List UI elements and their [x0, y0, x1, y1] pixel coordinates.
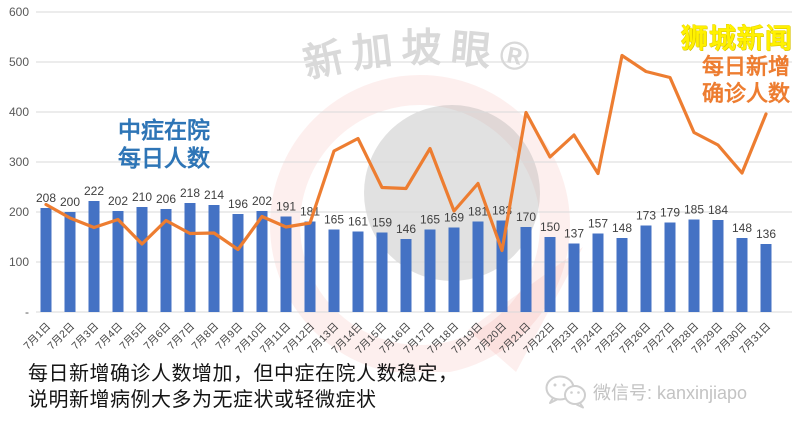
- wechat-credit: 微信号: kanxinjiapo: [543, 374, 747, 410]
- wechat-handle: 微信号: kanxinjiapo: [593, 383, 748, 403]
- bar-value-label: 161: [348, 215, 368, 229]
- bar: [208, 205, 220, 312]
- y-tick-label: 200: [9, 205, 29, 219]
- bar-series-label-line2: 每日人数: [118, 145, 210, 172]
- bar-value-label: 200: [60, 195, 80, 209]
- bar: [328, 229, 340, 312]
- bar-value-label: 170: [516, 210, 536, 224]
- caption: 每日新增确诊人数增加，但中症在院人数稳定， 说明新增病例大多为无症状或轻微症状: [28, 361, 459, 413]
- bar: [568, 243, 580, 312]
- bar: [616, 238, 628, 312]
- y-tick-label: -: [25, 305, 29, 319]
- bar-value-label: 181: [300, 205, 320, 219]
- bar-series-label: 中症在院 每日人数: [104, 116, 224, 172]
- line-series-label-line2: 确诊人数: [701, 80, 790, 106]
- bar-value-label: 202: [108, 194, 128, 208]
- bar-value-label: 179: [660, 206, 680, 220]
- bar-value-label: 191: [276, 200, 296, 214]
- bar: [112, 211, 124, 312]
- y-tick-label: 600: [9, 5, 29, 19]
- y-tick-label: 400: [9, 105, 29, 119]
- y-axis-labels: - 100 200 300 400 500 600: [9, 5, 29, 319]
- bar-value-label: 202: [252, 194, 272, 208]
- bar-value-label: 218: [180, 186, 200, 200]
- bar-value-label: 185: [684, 203, 704, 217]
- watermark-logo: 新加坡眼®: [270, 26, 583, 372]
- bar: [640, 225, 652, 312]
- y-tick-label: 500: [9, 55, 29, 69]
- bar: [760, 244, 772, 312]
- bar-value-label: 173: [636, 209, 656, 223]
- bar: [736, 238, 748, 312]
- bar-value-label: 222: [84, 184, 104, 198]
- line-series-label: 每日新增 确诊人数: [694, 54, 798, 108]
- bar-value-label: 196: [228, 197, 248, 211]
- bar-value-label: 165: [324, 213, 344, 227]
- bar: [496, 220, 508, 312]
- cases-line: [44, 53, 768, 253]
- line-series-label-line1: 每日新增: [701, 54, 790, 79]
- bar-value-label: 148: [612, 221, 632, 235]
- bar-value-label: 157: [588, 217, 608, 231]
- bar-series-label-line1: 中症在院: [118, 117, 210, 143]
- bar: [520, 227, 532, 312]
- bar: [256, 211, 268, 312]
- bar-value-label: 165: [420, 213, 440, 227]
- y-tick-label: 300: [9, 155, 29, 169]
- bar-value-label: 184: [708, 203, 728, 217]
- caption-line2: 说明新增病例大多为无症状或轻微症状: [28, 389, 377, 411]
- bar-value-label: 159: [372, 216, 392, 230]
- caption-line1: 每日新增确诊人数增加，但中症在院人数稳定，: [28, 363, 459, 385]
- bar-value-label: 169: [444, 211, 464, 225]
- bar: [448, 227, 460, 312]
- bar: [664, 222, 676, 312]
- bar: [304, 221, 316, 312]
- bar: [400, 239, 412, 312]
- bar-value-label: 137: [564, 227, 584, 241]
- bar-value-label: 210: [132, 190, 152, 204]
- bar-value-label: 148: [732, 221, 752, 235]
- bar: [160, 209, 172, 312]
- bar: [376, 232, 388, 312]
- bar: [544, 237, 556, 312]
- y-tick-label: 100: [9, 255, 29, 269]
- bar: [592, 233, 604, 312]
- bar-value-label: 146: [396, 222, 416, 236]
- bar-value-label: 181: [468, 205, 488, 219]
- bar: [688, 219, 700, 312]
- bar-value-label: 150: [540, 220, 560, 234]
- bar-value-label: 208: [36, 191, 56, 205]
- bar: [88, 201, 100, 312]
- bar-value-label: 136: [756, 227, 776, 241]
- bar-data-labels: 208 200 222 202 210 206 218 214 196 202 191 181 165 1…: [36, 184, 776, 241]
- bar: [64, 212, 76, 312]
- bar: [136, 207, 148, 312]
- site-brand: 狮城新闻: [681, 24, 793, 54]
- bar: [184, 203, 196, 312]
- bar: [712, 220, 724, 312]
- bar-value-label: 214: [204, 188, 224, 202]
- bar: [232, 214, 244, 312]
- bar: [472, 221, 484, 312]
- wechat-icon: [545, 375, 586, 409]
- bar: [352, 231, 364, 312]
- bar: [40, 208, 52, 312]
- bar-value-label: 206: [156, 192, 176, 206]
- bar: [280, 216, 292, 312]
- bar: [424, 229, 436, 312]
- bar-series: [40, 201, 772, 312]
- gridlines: [36, 11, 792, 313]
